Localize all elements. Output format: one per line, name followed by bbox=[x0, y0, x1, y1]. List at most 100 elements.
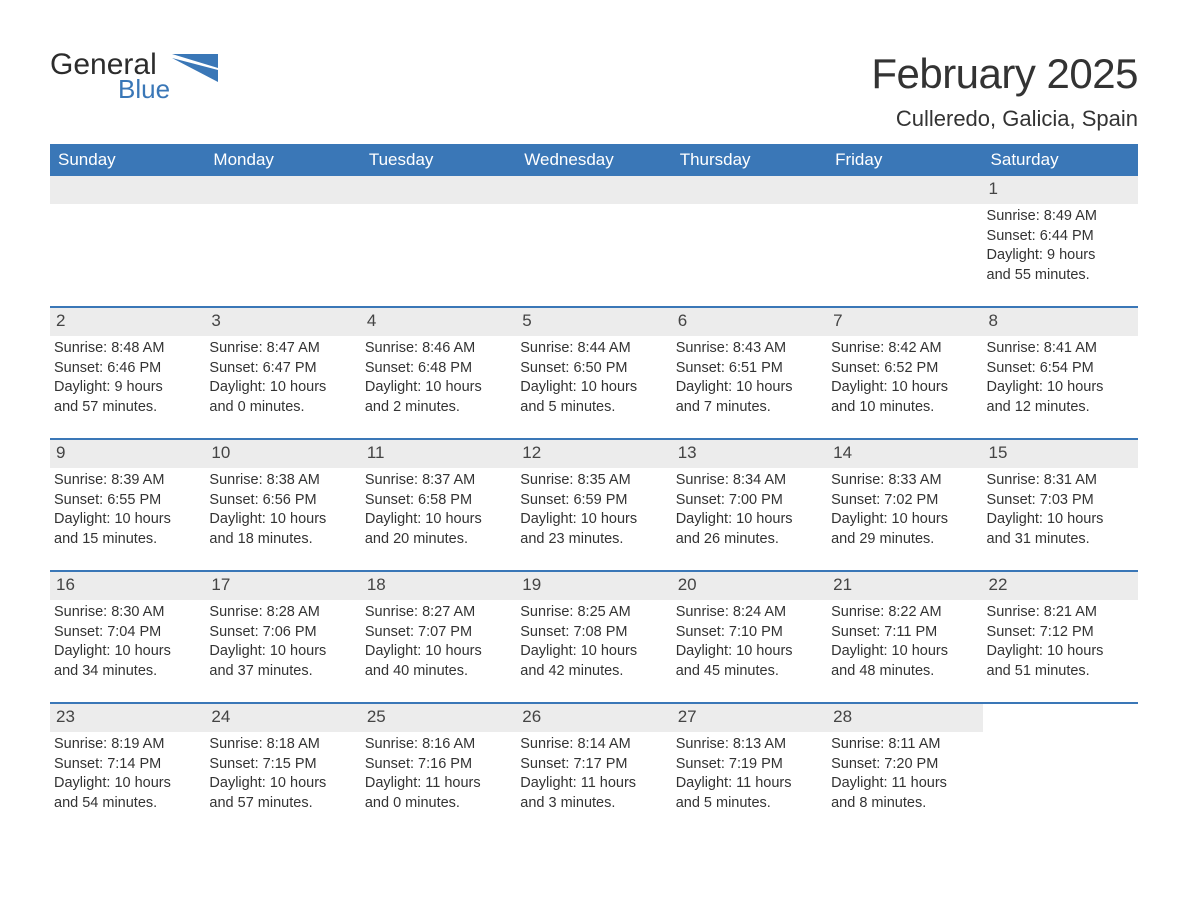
sunset-line: Sunset: 7:17 PM bbox=[520, 755, 665, 775]
day-cell: 26 Sunrise: 8:14 AMSunset: 7:17 PMDayligh… bbox=[516, 704, 671, 814]
sunrise-line: Sunrise: 8:44 AM bbox=[520, 339, 665, 359]
daylight-line-1: Daylight: 10 hours bbox=[831, 642, 976, 662]
day-number: 15 bbox=[983, 440, 1138, 468]
day-details: Sunrise: 8:27 AMSunset: 7:07 PMDaylight:… bbox=[361, 603, 516, 681]
day-cell: 9Sunrise: 8:39 AMSunset: 6:55 PMDaylight… bbox=[50, 440, 205, 550]
day-cell: 12Sunrise: 8:35 AMSunset: 6:59 PMDayligh… bbox=[516, 440, 671, 550]
sunset-line: Sunset: 6:48 PM bbox=[365, 359, 510, 379]
day-details: Sunrise: 8:14 AMSunset: 7:17 PMDaylight:… bbox=[516, 735, 671, 813]
day-details: Sunrise: 8:25 AMSunset: 7:08 PMDaylight:… bbox=[516, 603, 671, 681]
sunrise-line: Sunrise: 8:13 AM bbox=[676, 735, 821, 755]
sunset-line: Sunset: 7:14 PM bbox=[54, 755, 199, 775]
daylight-line-2: and 20 minutes. bbox=[365, 530, 510, 550]
title-block: February 2025 Culleredo, Galicia, Spain bbox=[871, 50, 1138, 132]
day-cell: 16Sunrise: 8:30 AMSunset: 7:04 PMDayligh… bbox=[50, 572, 205, 682]
day-details: Sunrise: 8:37 AMSunset: 6:58 PMDaylight:… bbox=[361, 471, 516, 549]
empty-day-bar bbox=[361, 176, 516, 204]
day-cell: 22Sunrise: 8:21 AMSunset: 7:12 PMDayligh… bbox=[983, 572, 1138, 682]
logo-blue-text: Blue bbox=[118, 76, 170, 102]
day-details: Sunrise: 8:49 AMSunset: 6:44 PMDaylight:… bbox=[983, 207, 1138, 285]
daylight-line-2: and 23 minutes. bbox=[520, 530, 665, 550]
day-number: 1 bbox=[983, 176, 1138, 204]
daylight-line-2: and 57 minutes. bbox=[209, 794, 354, 814]
day-cell: 28 Sunrise: 8:11 AMSunset: 7:20 PMDayligh… bbox=[827, 704, 982, 814]
day-number: 21 bbox=[827, 572, 982, 600]
daylight-line-1: Daylight: 11 hours bbox=[365, 774, 510, 794]
daylight-line-2: and 48 minutes. bbox=[831, 662, 976, 682]
day-cell: 14Sunrise: 8:33 AMSunset: 7:02 PMDayligh… bbox=[827, 440, 982, 550]
sunset-line: Sunset: 7:06 PM bbox=[209, 623, 354, 643]
day-cell: 20Sunrise: 8:24 AMSunset: 7:10 PMDayligh… bbox=[672, 572, 827, 682]
day-cell: 11Sunrise: 8:37 AMSunset: 6:58 PMDayligh… bbox=[361, 440, 516, 550]
day-cell: 10Sunrise: 8:38 AMSunset: 6:56 PMDayligh… bbox=[205, 440, 360, 550]
sunrise-line: Sunrise: 8:18 AM bbox=[209, 735, 354, 755]
sunset-line: Sunset: 6:47 PM bbox=[209, 359, 354, 379]
empty-day-bar bbox=[50, 176, 205, 204]
day-details: Sunrise: 8:48 AMSunset: 6:46 PMDaylight:… bbox=[50, 339, 205, 417]
daylight-line-1: Daylight: 10 hours bbox=[54, 642, 199, 662]
daylight-line-2: and 0 minutes. bbox=[365, 794, 510, 814]
sunset-line: Sunset: 6:46 PM bbox=[54, 359, 199, 379]
sunrise-line: Sunrise: 8:14 AM bbox=[520, 735, 665, 755]
sunrise-line: Sunrise: 8:22 AM bbox=[831, 603, 976, 623]
daylight-line-1: Daylight: 11 hours bbox=[520, 774, 665, 794]
empty-day-bar bbox=[672, 176, 827, 204]
daylight-line-2: and 5 minutes. bbox=[520, 398, 665, 418]
weekday-header-row: SundayMondayTuesdayWednesdayThursdayFrid… bbox=[50, 144, 1138, 176]
day-details: Sunrise: 8:11 AMSunset: 7:20 PMDaylight:… bbox=[827, 735, 982, 813]
day-cell: 18Sunrise: 8:27 AMSunset: 7:07 PMDayligh… bbox=[361, 572, 516, 682]
day-cell: 17Sunrise: 8:28 AMSunset: 7:06 PMDayligh… bbox=[205, 572, 360, 682]
sunrise-line: Sunrise: 8:38 AM bbox=[209, 471, 354, 491]
day-details: Sunrise: 8:47 AMSunset: 6:47 PMDaylight:… bbox=[205, 339, 360, 417]
sunset-line: Sunset: 6:58 PM bbox=[365, 491, 510, 511]
sunset-line: Sunset: 6:55 PM bbox=[54, 491, 199, 511]
week-row: 9Sunrise: 8:39 AMSunset: 6:55 PMDaylight… bbox=[50, 438, 1138, 550]
day-number: 24 bbox=[205, 704, 360, 732]
day-details: Sunrise: 8:18 AMSunset: 7:15 PMDaylight:… bbox=[205, 735, 360, 813]
logo-text: General Blue bbox=[50, 50, 170, 102]
sunrise-line: Sunrise: 8:43 AM bbox=[676, 339, 821, 359]
day-number: 26 bbox=[516, 704, 671, 732]
daylight-line-2: and 45 minutes. bbox=[676, 662, 821, 682]
sunset-line: Sunset: 6:51 PM bbox=[676, 359, 821, 379]
day-details: Sunrise: 8:30 AMSunset: 7:04 PMDaylight:… bbox=[50, 603, 205, 681]
day-number: 4 bbox=[361, 308, 516, 336]
day-cell: 19 Sunrise: 8:25 AMSunset: 7:08 PMDayligh… bbox=[516, 572, 671, 682]
day-number: 12 bbox=[516, 440, 671, 468]
week-row: 2Sunrise: 8:48 AMSunset: 6:46 PMDaylight… bbox=[50, 306, 1138, 418]
day-cell: 25Sunrise: 8:16 AMSunset: 7:16 PMDayligh… bbox=[361, 704, 516, 814]
day-cell: 1 Sunrise: 8:49 AMSunset: 6:44 PMDaylight… bbox=[983, 176, 1138, 286]
daylight-line-2: and 29 minutes. bbox=[831, 530, 976, 550]
sunrise-line: Sunrise: 8:35 AM bbox=[520, 471, 665, 491]
daylight-line-2: and 15 minutes. bbox=[54, 530, 199, 550]
day-cell: 5Sunrise: 8:44 AMSunset: 6:50 PMDaylight… bbox=[516, 308, 671, 418]
day-details: Sunrise: 8:38 AMSunset: 6:56 PMDaylight:… bbox=[205, 471, 360, 549]
daylight-line-2: and 10 minutes. bbox=[831, 398, 976, 418]
day-cell: 27Sunrise: 8:13 AMSunset: 7:19 PMDayligh… bbox=[672, 704, 827, 814]
day-number: 13 bbox=[672, 440, 827, 468]
day-number: 17 bbox=[205, 572, 360, 600]
weeks-container: 1 Sunrise: 8:49 AMSunset: 6:44 PMDaylight… bbox=[50, 176, 1138, 814]
daylight-line-2: and 3 minutes. bbox=[520, 794, 665, 814]
weekday-header: Thursday bbox=[672, 144, 827, 176]
daylight-line-2: and 12 minutes. bbox=[987, 398, 1132, 418]
sunset-line: Sunset: 7:03 PM bbox=[987, 491, 1132, 511]
sunset-line: Sunset: 7:10 PM bbox=[676, 623, 821, 643]
sunrise-line: Sunrise: 8:19 AM bbox=[54, 735, 199, 755]
weekday-header: Saturday bbox=[983, 144, 1138, 176]
daylight-line-2: and 18 minutes. bbox=[209, 530, 354, 550]
daylight-line-1: Daylight: 10 hours bbox=[54, 774, 199, 794]
day-details: Sunrise: 8:22 AMSunset: 7:11 PMDaylight:… bbox=[827, 603, 982, 681]
day-details: Sunrise: 8:31 AMSunset: 7:03 PMDaylight:… bbox=[983, 471, 1138, 549]
day-number: 19 bbox=[516, 572, 671, 600]
day-cell: 2Sunrise: 8:48 AMSunset: 6:46 PMDaylight… bbox=[50, 308, 205, 418]
day-cell: 23Sunrise: 8:19 AMSunset: 7:14 PMDayligh… bbox=[50, 704, 205, 814]
sunset-line: Sunset: 6:54 PM bbox=[987, 359, 1132, 379]
sunset-line: Sunset: 7:12 PM bbox=[987, 623, 1132, 643]
day-details: Sunrise: 8:13 AMSunset: 7:19 PMDaylight:… bbox=[672, 735, 827, 813]
day-number: 20 bbox=[672, 572, 827, 600]
day-cell: 8Sunrise: 8:41 AMSunset: 6:54 PMDaylight… bbox=[983, 308, 1138, 418]
day-number: 28 bbox=[827, 704, 982, 732]
day-cell: 15 Sunrise: 8:31 AMSunset: 7:03 PMDayligh… bbox=[983, 440, 1138, 550]
empty-day-bar bbox=[516, 176, 671, 204]
